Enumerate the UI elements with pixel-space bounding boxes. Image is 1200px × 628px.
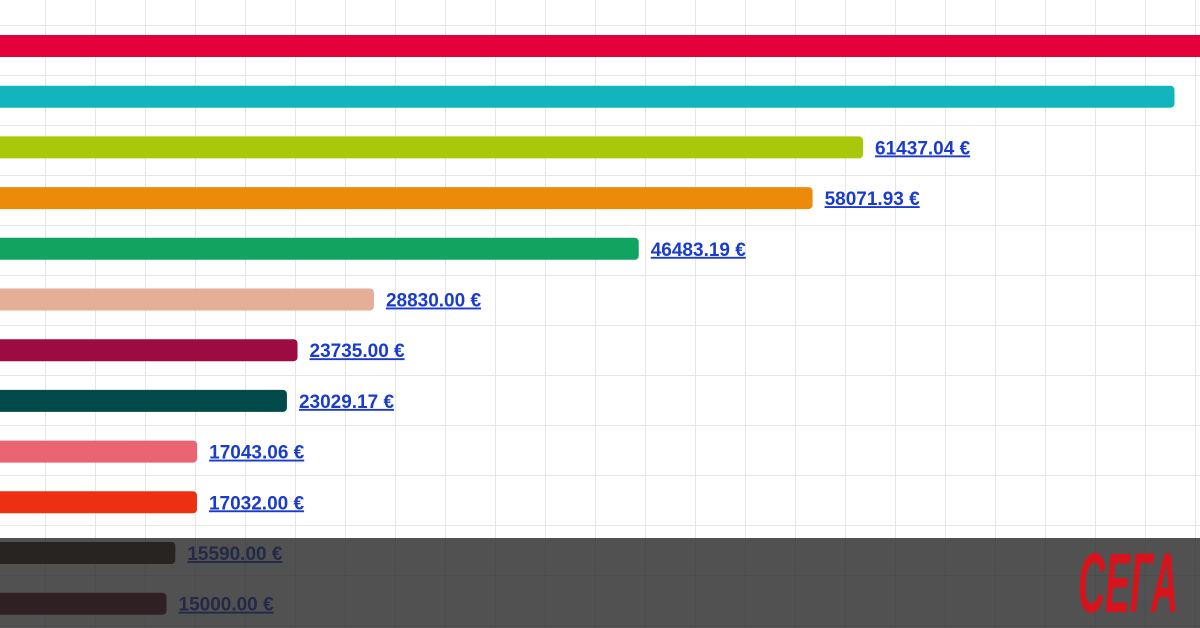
value-label: 46483.19 €	[651, 240, 747, 261]
bar	[0, 339, 298, 362]
bar	[0, 288, 374, 311]
bar	[0, 440, 198, 463]
value-label: 61437.04 €	[875, 138, 971, 159]
value-label: 17032.00 €	[209, 493, 305, 514]
bar	[0, 389, 287, 412]
value-label: 58071.93 €	[825, 189, 921, 210]
bar	[0, 237, 639, 260]
bar	[0, 85, 1175, 108]
logo: СЕГА	[1078, 536, 1178, 628]
value-label: 23029.17 €	[299, 392, 395, 413]
bar	[0, 491, 197, 514]
value-label: 23735.00 €	[310, 341, 406, 362]
bar	[0, 136, 864, 159]
bar	[0, 187, 813, 210]
bar	[0, 35, 1200, 57]
value-label: 28830.00 €	[386, 291, 482, 312]
footer-overlay	[0, 538, 1200, 628]
value-label: 17043.06 €	[209, 443, 305, 464]
